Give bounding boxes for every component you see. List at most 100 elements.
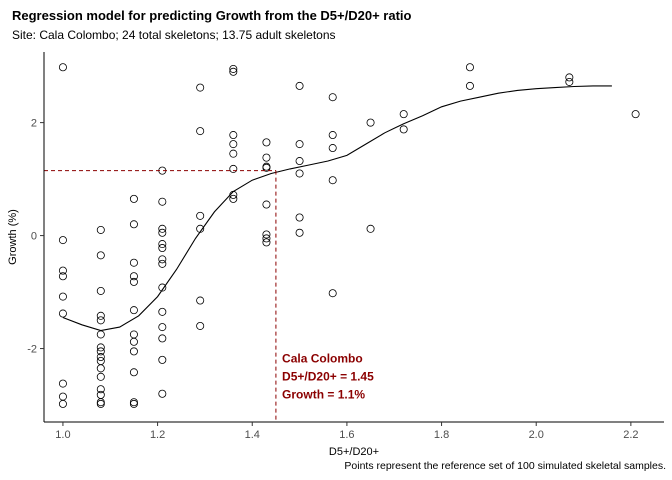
data-point — [262, 153, 271, 162]
annotation-line: Growth = 1.1% — [282, 388, 365, 402]
data-point — [96, 372, 105, 381]
data-point — [295, 228, 304, 237]
regression-curve — [62, 85, 612, 332]
data-point — [96, 398, 105, 407]
annotation-line: D5+/D20+ = 1.45 — [282, 370, 374, 384]
data-point — [96, 286, 105, 295]
data-point — [58, 399, 67, 408]
data-point — [229, 164, 238, 173]
data-point — [229, 131, 238, 140]
data-point — [158, 259, 167, 268]
data-point — [129, 258, 138, 267]
data-point — [96, 364, 105, 373]
data-point — [295, 81, 304, 90]
data-point — [58, 63, 67, 72]
data-point — [96, 347, 105, 356]
data-point — [158, 255, 167, 264]
data-point — [262, 230, 271, 239]
data-point — [158, 240, 167, 249]
data-point — [158, 283, 167, 292]
data-point — [158, 334, 167, 343]
data-point — [158, 244, 167, 253]
data-point — [295, 213, 304, 222]
data-point — [366, 224, 375, 233]
data-point — [129, 277, 138, 286]
data-point — [229, 67, 238, 76]
data-point — [96, 353, 105, 362]
y-tick-label: 2 — [31, 118, 37, 130]
x-tick-label: 1.2 — [150, 429, 165, 441]
data-point — [158, 224, 167, 233]
lines-layer — [44, 85, 612, 422]
x-tick-label: 1.4 — [245, 429, 260, 441]
data-point — [565, 77, 574, 86]
x-axis-title: D5+/D20+ — [329, 446, 379, 458]
annotation: Cala Colombo D5+/D20+ = 1.45 Growth = 1.1% — [282, 352, 374, 402]
data-point — [262, 138, 271, 147]
data-point — [262, 238, 271, 247]
data-point — [262, 200, 271, 209]
data-point — [58, 292, 67, 301]
data-point — [58, 272, 67, 281]
chart-subtitle: Site: Cala Colombo; 24 total skeletons; … — [12, 28, 336, 42]
data-point — [58, 309, 67, 318]
annotation-line: Cala Colombo — [282, 352, 363, 366]
chart-title: Regression model for predicting Growth f… — [12, 8, 412, 23]
data-point — [96, 330, 105, 339]
data-point — [129, 337, 138, 346]
data-point — [158, 228, 167, 237]
data-point — [158, 323, 167, 332]
data-point — [129, 399, 138, 408]
data-point — [229, 64, 238, 73]
data-point — [96, 316, 105, 325]
data-point — [129, 398, 138, 407]
data-point — [58, 266, 67, 275]
data-point — [129, 347, 138, 356]
data-point — [129, 306, 138, 315]
data-point — [96, 385, 105, 394]
data-point — [96, 225, 105, 234]
data-point — [328, 144, 337, 153]
data-point — [129, 272, 138, 281]
data-point — [96, 399, 105, 408]
data-point — [158, 355, 167, 364]
data-point — [328, 289, 337, 298]
data-point — [58, 392, 67, 401]
y-tick-label: -2 — [27, 344, 37, 356]
data-point — [465, 63, 474, 72]
x-tick-label: 1.0 — [55, 429, 70, 441]
data-point — [196, 296, 205, 305]
data-point — [196, 83, 205, 92]
data-point — [96, 251, 105, 260]
data-point — [465, 81, 474, 90]
data-point — [229, 140, 238, 149]
data-point — [129, 368, 138, 377]
data-point — [158, 389, 167, 398]
data-point — [129, 194, 138, 203]
data-point — [196, 127, 205, 136]
data-point — [399, 110, 408, 119]
data-point — [58, 379, 67, 388]
data-point — [58, 236, 67, 245]
data-point — [229, 194, 238, 203]
data-point — [196, 211, 205, 220]
data-point — [262, 234, 271, 243]
data-point — [399, 125, 408, 134]
x-tick-label: 2.0 — [529, 429, 544, 441]
data-point — [96, 343, 105, 352]
data-point — [96, 311, 105, 320]
x-tick-label: 1.6 — [339, 429, 354, 441]
data-point — [229, 149, 238, 158]
data-point — [262, 163, 271, 172]
data-point — [96, 390, 105, 399]
data-point — [158, 307, 167, 316]
data-point — [328, 131, 337, 140]
data-point — [196, 321, 205, 330]
y-tick-label: 0 — [31, 231, 37, 243]
data-point — [328, 93, 337, 102]
data-point — [366, 118, 375, 127]
x-tick-label: 1.8 — [434, 429, 449, 441]
x-tick-label: 2.2 — [623, 429, 638, 441]
y-axis-title: Growth (%) — [7, 209, 19, 265]
